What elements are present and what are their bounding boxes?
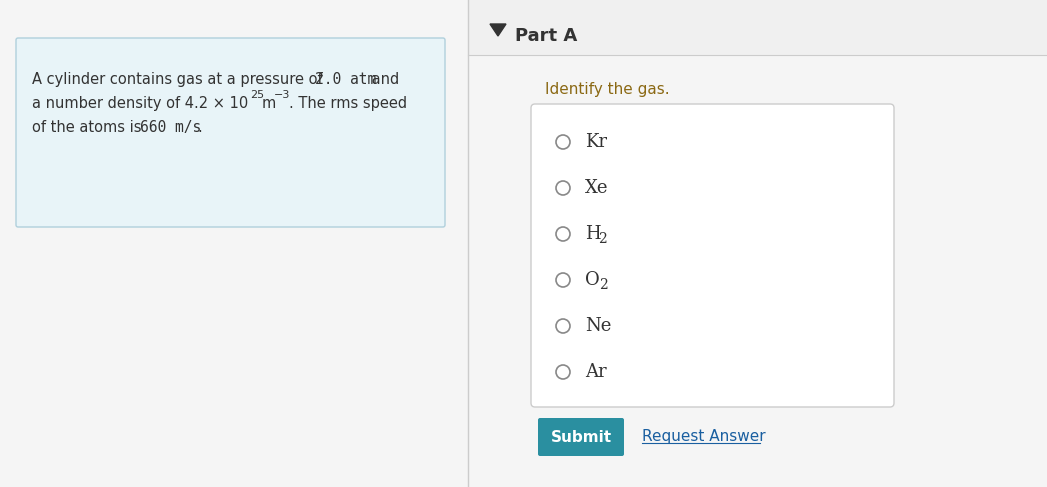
Text: −3: −3 xyxy=(274,90,290,100)
Circle shape xyxy=(556,181,570,195)
Text: Part A: Part A xyxy=(515,27,577,45)
Text: a number density of 4.2 × 10: a number density of 4.2 × 10 xyxy=(32,96,248,111)
FancyBboxPatch shape xyxy=(468,0,1047,55)
Text: Xe: Xe xyxy=(585,179,608,197)
Circle shape xyxy=(556,273,570,287)
Text: of the atoms is: of the atoms is xyxy=(32,120,147,135)
Text: A cylinder contains gas at a pressure of: A cylinder contains gas at a pressure of xyxy=(32,72,328,87)
Text: m: m xyxy=(262,96,276,111)
Text: 2: 2 xyxy=(598,232,607,246)
Text: 660 m/s: 660 m/s xyxy=(140,120,201,135)
FancyBboxPatch shape xyxy=(538,418,624,456)
Text: Identify the gas.: Identify the gas. xyxy=(545,82,670,97)
Text: 2: 2 xyxy=(599,278,607,292)
FancyBboxPatch shape xyxy=(531,104,894,407)
FancyBboxPatch shape xyxy=(16,38,445,227)
Text: 25: 25 xyxy=(250,90,264,100)
Text: Kr: Kr xyxy=(585,133,607,151)
Circle shape xyxy=(556,319,570,333)
Text: 2.0 atm: 2.0 atm xyxy=(315,72,376,87)
Text: Ar: Ar xyxy=(585,363,606,381)
Text: . The rms speed: . The rms speed xyxy=(289,96,407,111)
Text: Submit: Submit xyxy=(551,430,611,445)
Text: Request Answer: Request Answer xyxy=(642,430,765,445)
Polygon shape xyxy=(490,24,506,36)
Circle shape xyxy=(556,365,570,379)
Circle shape xyxy=(556,135,570,149)
Text: Ne: Ne xyxy=(585,317,611,335)
Text: O: O xyxy=(585,271,600,289)
Text: H: H xyxy=(585,225,601,243)
Circle shape xyxy=(556,227,570,241)
Text: and: and xyxy=(367,72,399,87)
Text: .: . xyxy=(197,120,202,135)
